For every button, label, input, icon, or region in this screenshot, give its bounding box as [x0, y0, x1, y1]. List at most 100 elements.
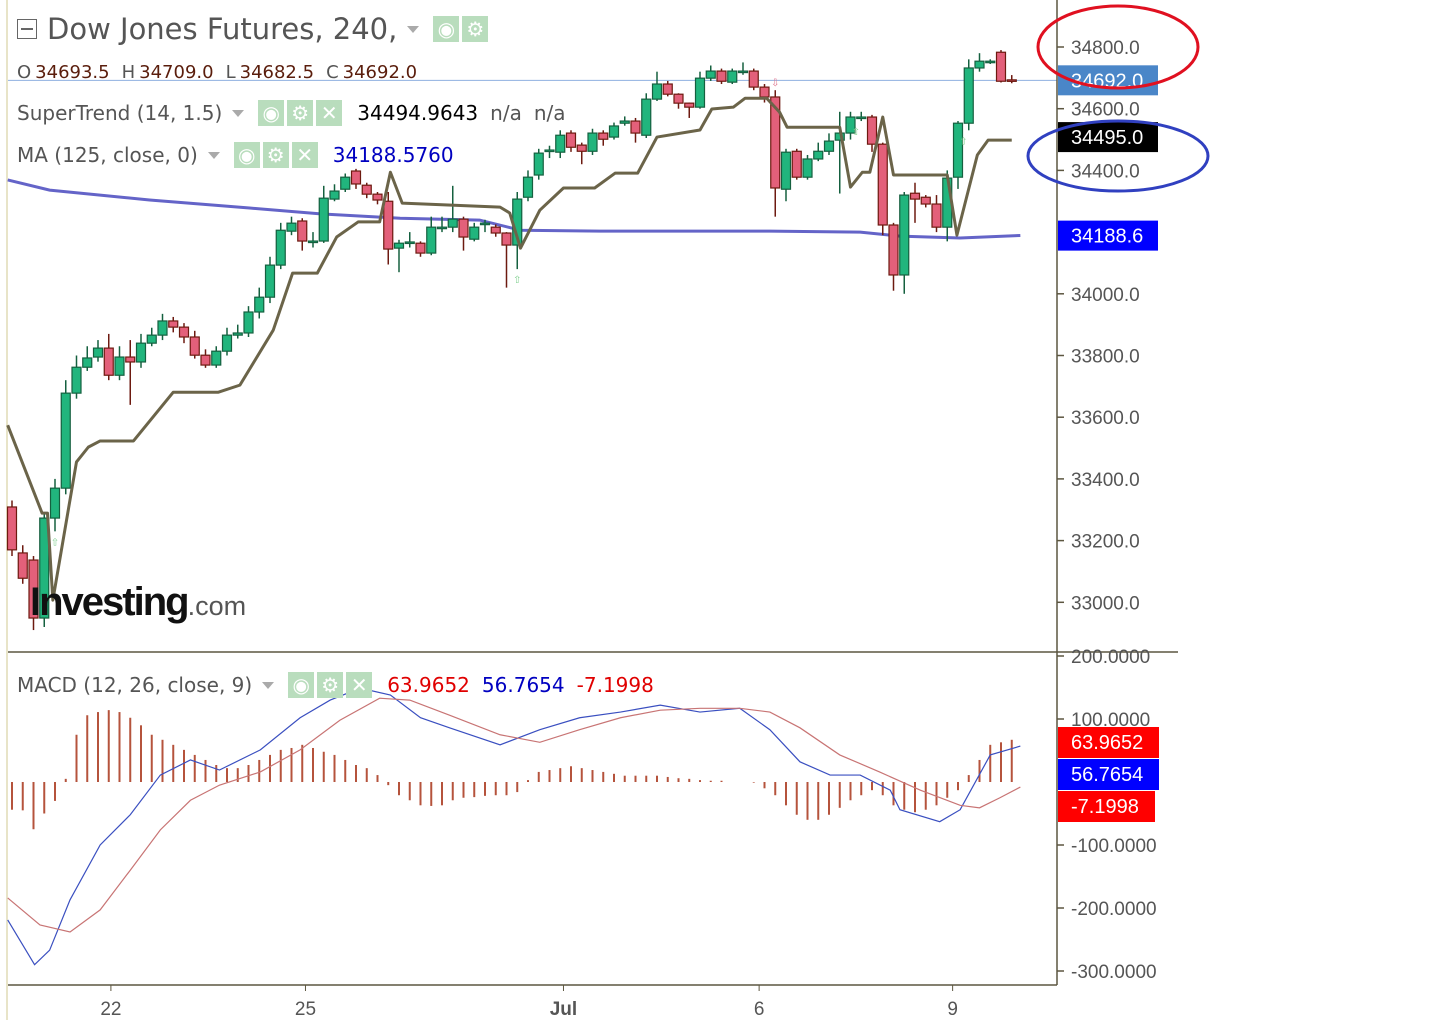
- candle-body: [49, 487, 61, 519]
- candle: [372, 191, 383, 205]
- visibility-eye-icon[interactable]: ◉: [233, 142, 260, 168]
- candle: [673, 93, 684, 109]
- close-icon[interactable]: ✕: [291, 142, 318, 168]
- candle-body: [920, 196, 931, 205]
- candle: [17, 545, 28, 584]
- open-label: O: [17, 62, 32, 83]
- candle: [770, 90, 781, 217]
- time-tick-label: 9: [947, 999, 958, 1020]
- candle-body: [393, 242, 405, 249]
- candle-body: [727, 70, 738, 83]
- ma-legend: MA (125, close, 0) ◉ ⚙ ✕ 34188.5760: [17, 142, 454, 168]
- price-tick-label: 33000.0: [1071, 593, 1140, 614]
- candle-body: [673, 93, 684, 104]
- close-icon[interactable]: ✕: [316, 100, 343, 126]
- gear-icon[interactable]: ⚙: [317, 672, 344, 698]
- candle: [6, 500, 18, 557]
- candle: [135, 333, 147, 368]
- macd-tick-label: 100.0000: [1071, 710, 1150, 731]
- collapse-icon[interactable]: [17, 19, 37, 39]
- buy-signal-arrow-icon: ⇧: [852, 127, 860, 138]
- candle-body: [791, 150, 802, 178]
- candle: [221, 327, 233, 356]
- candle: [426, 216, 437, 256]
- candle: [888, 222, 899, 291]
- price-tick-label: 34800.0: [1071, 38, 1140, 59]
- candle: [479, 219, 491, 233]
- candle: [866, 114, 878, 152]
- time-tick-label: Jul: [550, 999, 577, 1020]
- candle: [791, 148, 802, 180]
- candle: [565, 130, 577, 152]
- visibility-eye-icon[interactable]: ◉: [288, 672, 315, 698]
- ma-label[interactable]: MA (125, close, 0): [17, 143, 198, 167]
- candle: [920, 195, 931, 208]
- candle-body: [490, 226, 501, 234]
- high-label: H: [121, 62, 136, 83]
- candle-body: [963, 67, 974, 124]
- chevron-down-icon[interactable]: [262, 681, 275, 689]
- visibility-eye-icon[interactable]: ◉: [258, 100, 285, 126]
- high-value: 34709.0: [139, 62, 214, 83]
- candle: [813, 142, 824, 162]
- candle-body: [60, 392, 71, 489]
- price-tick-label: 34600.0: [1071, 100, 1140, 121]
- candle: [60, 380, 71, 495]
- candle-body: [307, 240, 319, 244]
- candle-body: [705, 70, 716, 79]
- chevron-down-icon[interactable]: [232, 109, 245, 117]
- candle-body: [372, 193, 383, 201]
- red-annotation-ellipse: [1036, 4, 1200, 90]
- candle: [598, 130, 609, 146]
- candle-body: [6, 506, 18, 551]
- candle: [501, 232, 512, 288]
- candle-body: [662, 83, 673, 95]
- candle-body: [178, 326, 190, 338]
- close-icon[interactable]: ✕: [346, 672, 373, 698]
- axes: 34800.0 34600.0 34400.0 34000.0 33800.0 33600…: [100, 38, 1159, 1020]
- candle-body: [684, 102, 695, 108]
- candle: [103, 333, 114, 381]
- candle-body: [856, 116, 867, 120]
- candle-body: [318, 197, 329, 242]
- candle-body: [254, 296, 265, 313]
- candle-body: [544, 149, 555, 153]
- candle-body: [813, 150, 824, 160]
- price-label-badge: [1058, 220, 1158, 251]
- chevron-down-icon[interactable]: [407, 25, 420, 33]
- macd-value-badge: [1058, 727, 1159, 758]
- macd-panel: [7, 687, 1021, 966]
- gear-icon[interactable]: ⚙: [462, 16, 489, 42]
- candle: [458, 216, 469, 251]
- chevron-down-icon[interactable]: [207, 151, 220, 159]
- visibility-eye-icon[interactable]: ◉: [433, 16, 460, 42]
- price-tick-label: 34000.0: [1071, 285, 1140, 306]
- candle: [555, 130, 566, 159]
- macd-value-2: 56.7654: [481, 673, 565, 697]
- candle: [114, 346, 125, 381]
- macd-label[interactable]: MACD (12, 26, close, 9): [17, 673, 253, 697]
- candle-body: [576, 144, 587, 152]
- candle-body: [469, 226, 480, 240]
- macd-line: [7, 687, 1021, 966]
- sell-signal-arrow-icon: ⇩: [771, 78, 779, 89]
- candle: [254, 287, 265, 319]
- buy-signal-arrow-icon: ⇧: [513, 275, 521, 286]
- gear-icon[interactable]: ⚙: [262, 142, 289, 168]
- supertrend-label[interactable]: SuperTrend (14, 1.5): [17, 101, 223, 125]
- candle-body: [135, 342, 147, 363]
- candle: [737, 62, 749, 75]
- candle-body: [565, 132, 577, 148]
- candle-body: [243, 311, 254, 334]
- candle-body: [264, 264, 276, 298]
- candle: [705, 65, 716, 81]
- gear-icon[interactable]: ⚙: [287, 100, 314, 126]
- candle-body: [157, 320, 168, 336]
- macd-value-text: 63.9652: [1071, 732, 1143, 754]
- candle: [533, 148, 544, 180]
- signal-line: [7, 697, 1021, 933]
- candle-body: [630, 120, 641, 134]
- price-tick-label: 33400.0: [1071, 470, 1140, 491]
- candle-body: [716, 70, 727, 82]
